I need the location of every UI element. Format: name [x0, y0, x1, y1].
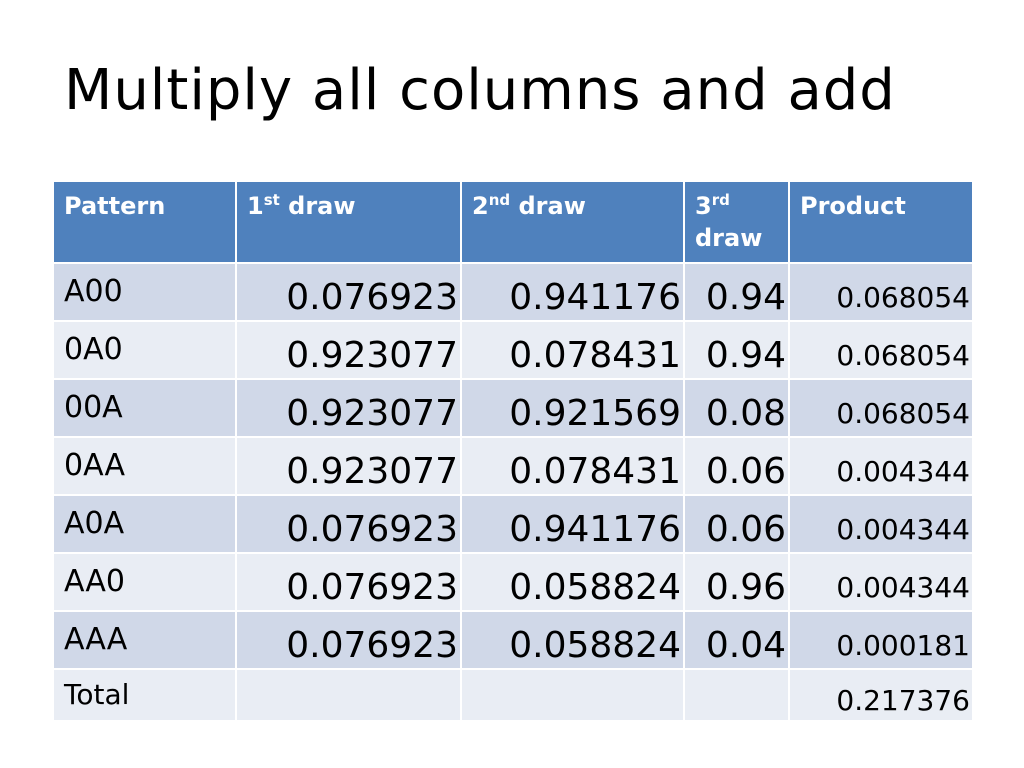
- value-cell: 0.004344: [788, 436, 974, 496]
- pattern-cell: AA0: [52, 552, 237, 612]
- header-text: Pattern: [64, 192, 166, 220]
- empty-cell: [235, 668, 462, 722]
- value-cell: 0.94: [683, 262, 790, 322]
- value-cell: 0.941176: [460, 262, 685, 322]
- total-value: 0.217376: [788, 668, 974, 722]
- value-cell: 0.004344: [788, 494, 974, 554]
- value-cell: 0.06: [683, 436, 790, 496]
- pattern-cell: 00A: [52, 378, 237, 438]
- pattern-cell: 0A0: [52, 320, 237, 380]
- value-cell: 0.058824: [460, 610, 685, 670]
- header-text: 1: [247, 192, 264, 220]
- total-label: Total: [52, 668, 237, 722]
- table-row: A00 0.076923 0.941176 0.94 0.068054: [52, 262, 974, 322]
- value-cell: 0.000181: [788, 610, 974, 670]
- header-text: draw: [279, 192, 356, 220]
- value-cell: 0.94: [683, 320, 790, 380]
- value-cell: 0.923077: [235, 378, 462, 438]
- pattern-cell: A00: [52, 262, 237, 322]
- value-cell: 0.06: [683, 494, 790, 554]
- empty-cell: [683, 668, 790, 722]
- value-cell: 0.076923: [235, 610, 462, 670]
- value-cell: 0.96: [683, 552, 790, 612]
- header-superscript: st: [263, 191, 280, 209]
- table-body: A00 0.076923 0.941176 0.94 0.068054 0A0 0.9230…: [52, 262, 974, 722]
- value-cell: 0.076923: [235, 552, 462, 612]
- data-table: Pattern 1st draw 2nd draw 3rd draw Product A…: [52, 180, 974, 722]
- header-cell: 3rd draw: [683, 180, 790, 264]
- table-row: AA0 0.076923 0.058824 0.96 0.004344: [52, 552, 974, 612]
- header-cell: Pattern: [52, 180, 237, 264]
- header-text: Product: [800, 192, 906, 220]
- value-cell: 0.076923: [235, 494, 462, 554]
- value-cell: 0.078431: [460, 436, 685, 496]
- header-text: 3: [695, 192, 712, 220]
- header-text: draw: [695, 224, 763, 252]
- header-superscript: nd: [488, 191, 511, 209]
- value-cell: 0.923077: [235, 320, 462, 380]
- header-text: draw: [510, 192, 586, 220]
- value-cell: 0.923077: [235, 436, 462, 496]
- pattern-cell: 0AA: [52, 436, 237, 496]
- pattern-cell: A0A: [52, 494, 237, 554]
- table-row: A0A 0.076923 0.941176 0.06 0.004344: [52, 494, 974, 554]
- table-row: 0AA 0.923077 0.078431 0.06 0.004344: [52, 436, 974, 496]
- value-cell: 0.04: [683, 610, 790, 670]
- header-superscript: rd: [711, 191, 730, 209]
- value-cell: 0.068054: [788, 262, 974, 322]
- value-cell: 0.078431: [460, 320, 685, 380]
- value-cell: 0.004344: [788, 552, 974, 612]
- value-cell: 0.068054: [788, 320, 974, 380]
- header-row: Pattern 1st draw 2nd draw 3rd draw Product: [52, 180, 974, 264]
- pattern-cell: AAA: [52, 610, 237, 670]
- table-row: AAA 0.076923 0.058824 0.04 0.000181: [52, 610, 974, 670]
- header-cell: 2nd draw: [460, 180, 685, 264]
- value-cell: 0.058824: [460, 552, 685, 612]
- value-cell: 0.076923: [235, 262, 462, 322]
- table-row: 0A0 0.923077 0.078431 0.94 0.068054: [52, 320, 974, 380]
- value-cell: 0.08: [683, 378, 790, 438]
- header-cell: 1st draw: [235, 180, 462, 264]
- value-cell: 0.941176: [460, 494, 685, 554]
- table-row: 00A 0.923077 0.921569 0.08 0.068054: [52, 378, 974, 438]
- empty-cell: [460, 668, 685, 722]
- value-cell: 0.921569: [460, 378, 685, 438]
- slide-title: Multiply all columns and add: [64, 58, 896, 123]
- header-text: 2: [472, 192, 489, 220]
- total-row: Total 0.217376: [52, 668, 974, 722]
- value-cell: 0.068054: [788, 378, 974, 438]
- header-cell: Product: [788, 180, 974, 264]
